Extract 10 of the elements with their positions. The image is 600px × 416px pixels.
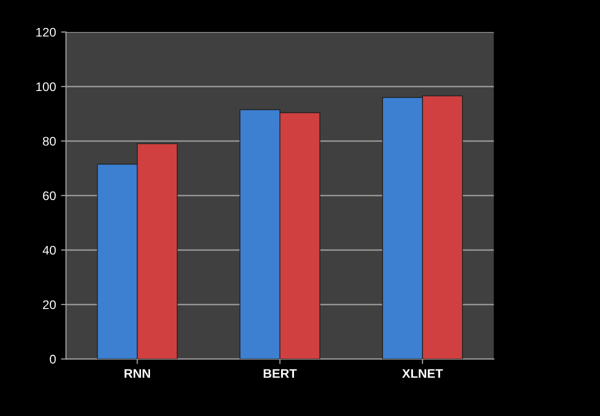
y-tick-label: 0 [50,354,56,364]
y-tick-label: 20 [43,300,56,310]
y-tick-label: 100 [36,82,56,92]
y-tick-label: 40 [42,246,56,255]
x-tick-label: BERT [264,369,297,378]
x-tick-label: XLNET [402,369,443,378]
x-tick-label: RNN [124,369,150,378]
y-tick-label: 80 [42,136,56,146]
y-tick-label: 60 [43,191,56,200]
y-tick-label: 120 [36,28,56,37]
